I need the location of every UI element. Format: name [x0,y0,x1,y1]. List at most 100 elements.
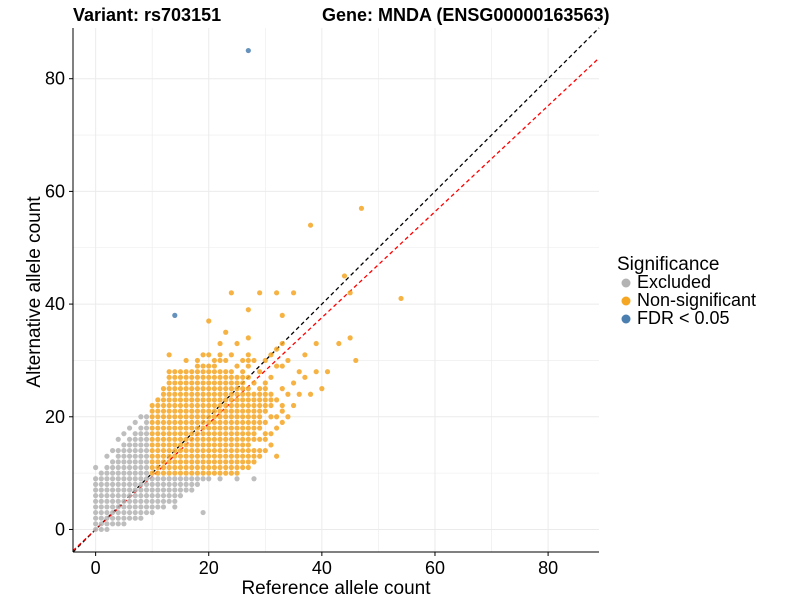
data-point [183,447,189,454]
data-point [166,470,172,476]
data-point [223,464,229,471]
data-point [172,419,178,426]
data-point [104,476,110,482]
data-point [206,419,212,426]
data-point [274,425,280,431]
data-point [172,369,178,375]
data-point [126,459,133,465]
data-point [279,402,285,409]
data-point [223,380,229,386]
data-point [223,386,229,392]
data-point [211,380,217,386]
data-point [228,369,234,375]
data-point [155,447,161,454]
data-point [398,295,404,302]
data-point [200,374,206,380]
data-point [234,397,240,403]
data-point [109,464,116,471]
data-point [319,386,325,392]
data-point [257,453,263,459]
data-point [98,470,104,476]
data-point [183,431,189,437]
data-point [109,493,116,499]
data-point [217,402,223,409]
chart-title-variant: Variant: rs703151 [73,5,221,25]
data-point [121,498,127,504]
data-point [206,402,212,409]
data-point [155,470,161,476]
data-point [155,402,161,409]
data-point [211,436,217,442]
data-point [251,408,257,414]
data-point [177,386,184,392]
data-point [155,459,161,465]
data-point [160,504,167,510]
data-point [93,487,99,493]
data-point [217,436,223,442]
data-point [240,380,246,386]
data-point [194,419,201,426]
data-point [228,386,234,392]
data-point [155,487,161,493]
data-point [217,352,223,358]
data-point [228,352,234,358]
data-point [211,408,217,414]
data-point [177,397,184,403]
data-point [149,425,155,431]
data-point [121,459,127,465]
data-point [228,453,234,459]
y-tick-label: 60 [45,181,65,201]
data-point [166,391,172,397]
data-point [217,386,223,392]
data-point [126,425,133,431]
data-point [132,447,138,454]
data-point [240,374,246,380]
data-point [217,408,223,414]
data-point [177,374,184,380]
data-point [115,436,121,442]
data-point [245,464,251,471]
data-point [143,425,150,431]
data-point [177,493,184,499]
data-point [177,414,184,420]
data-point [211,386,217,392]
data-point [166,459,172,465]
data-point [251,397,257,403]
data-point [234,408,240,414]
data-point [183,481,189,487]
data-point [104,470,110,476]
data-point [189,476,195,482]
data-point [160,431,167,437]
data-point [234,436,240,442]
data-point [149,470,155,476]
data-point [245,386,251,392]
data-point [126,447,133,454]
data-point [126,498,133,504]
data-point [228,397,234,403]
data-point [177,447,184,454]
data-point [223,369,229,375]
data-point [183,402,189,409]
data-point [211,374,217,380]
data-point [290,290,297,296]
data-point [257,425,263,431]
data-point [228,436,234,442]
data-point [245,419,251,426]
data-point [166,386,172,392]
data-point [262,357,268,364]
data-point [200,352,206,358]
data-point [160,498,167,504]
data-point [189,391,195,397]
data-point [194,453,201,459]
data-point [160,436,167,442]
data-point [251,380,257,386]
data-point [177,425,184,431]
data-point [200,402,206,409]
data-point [211,425,217,431]
data-point [228,290,234,296]
data-point [336,340,342,347]
data-point [234,363,240,369]
data-point [138,481,144,487]
data-point [132,470,138,476]
data-point [155,419,161,426]
